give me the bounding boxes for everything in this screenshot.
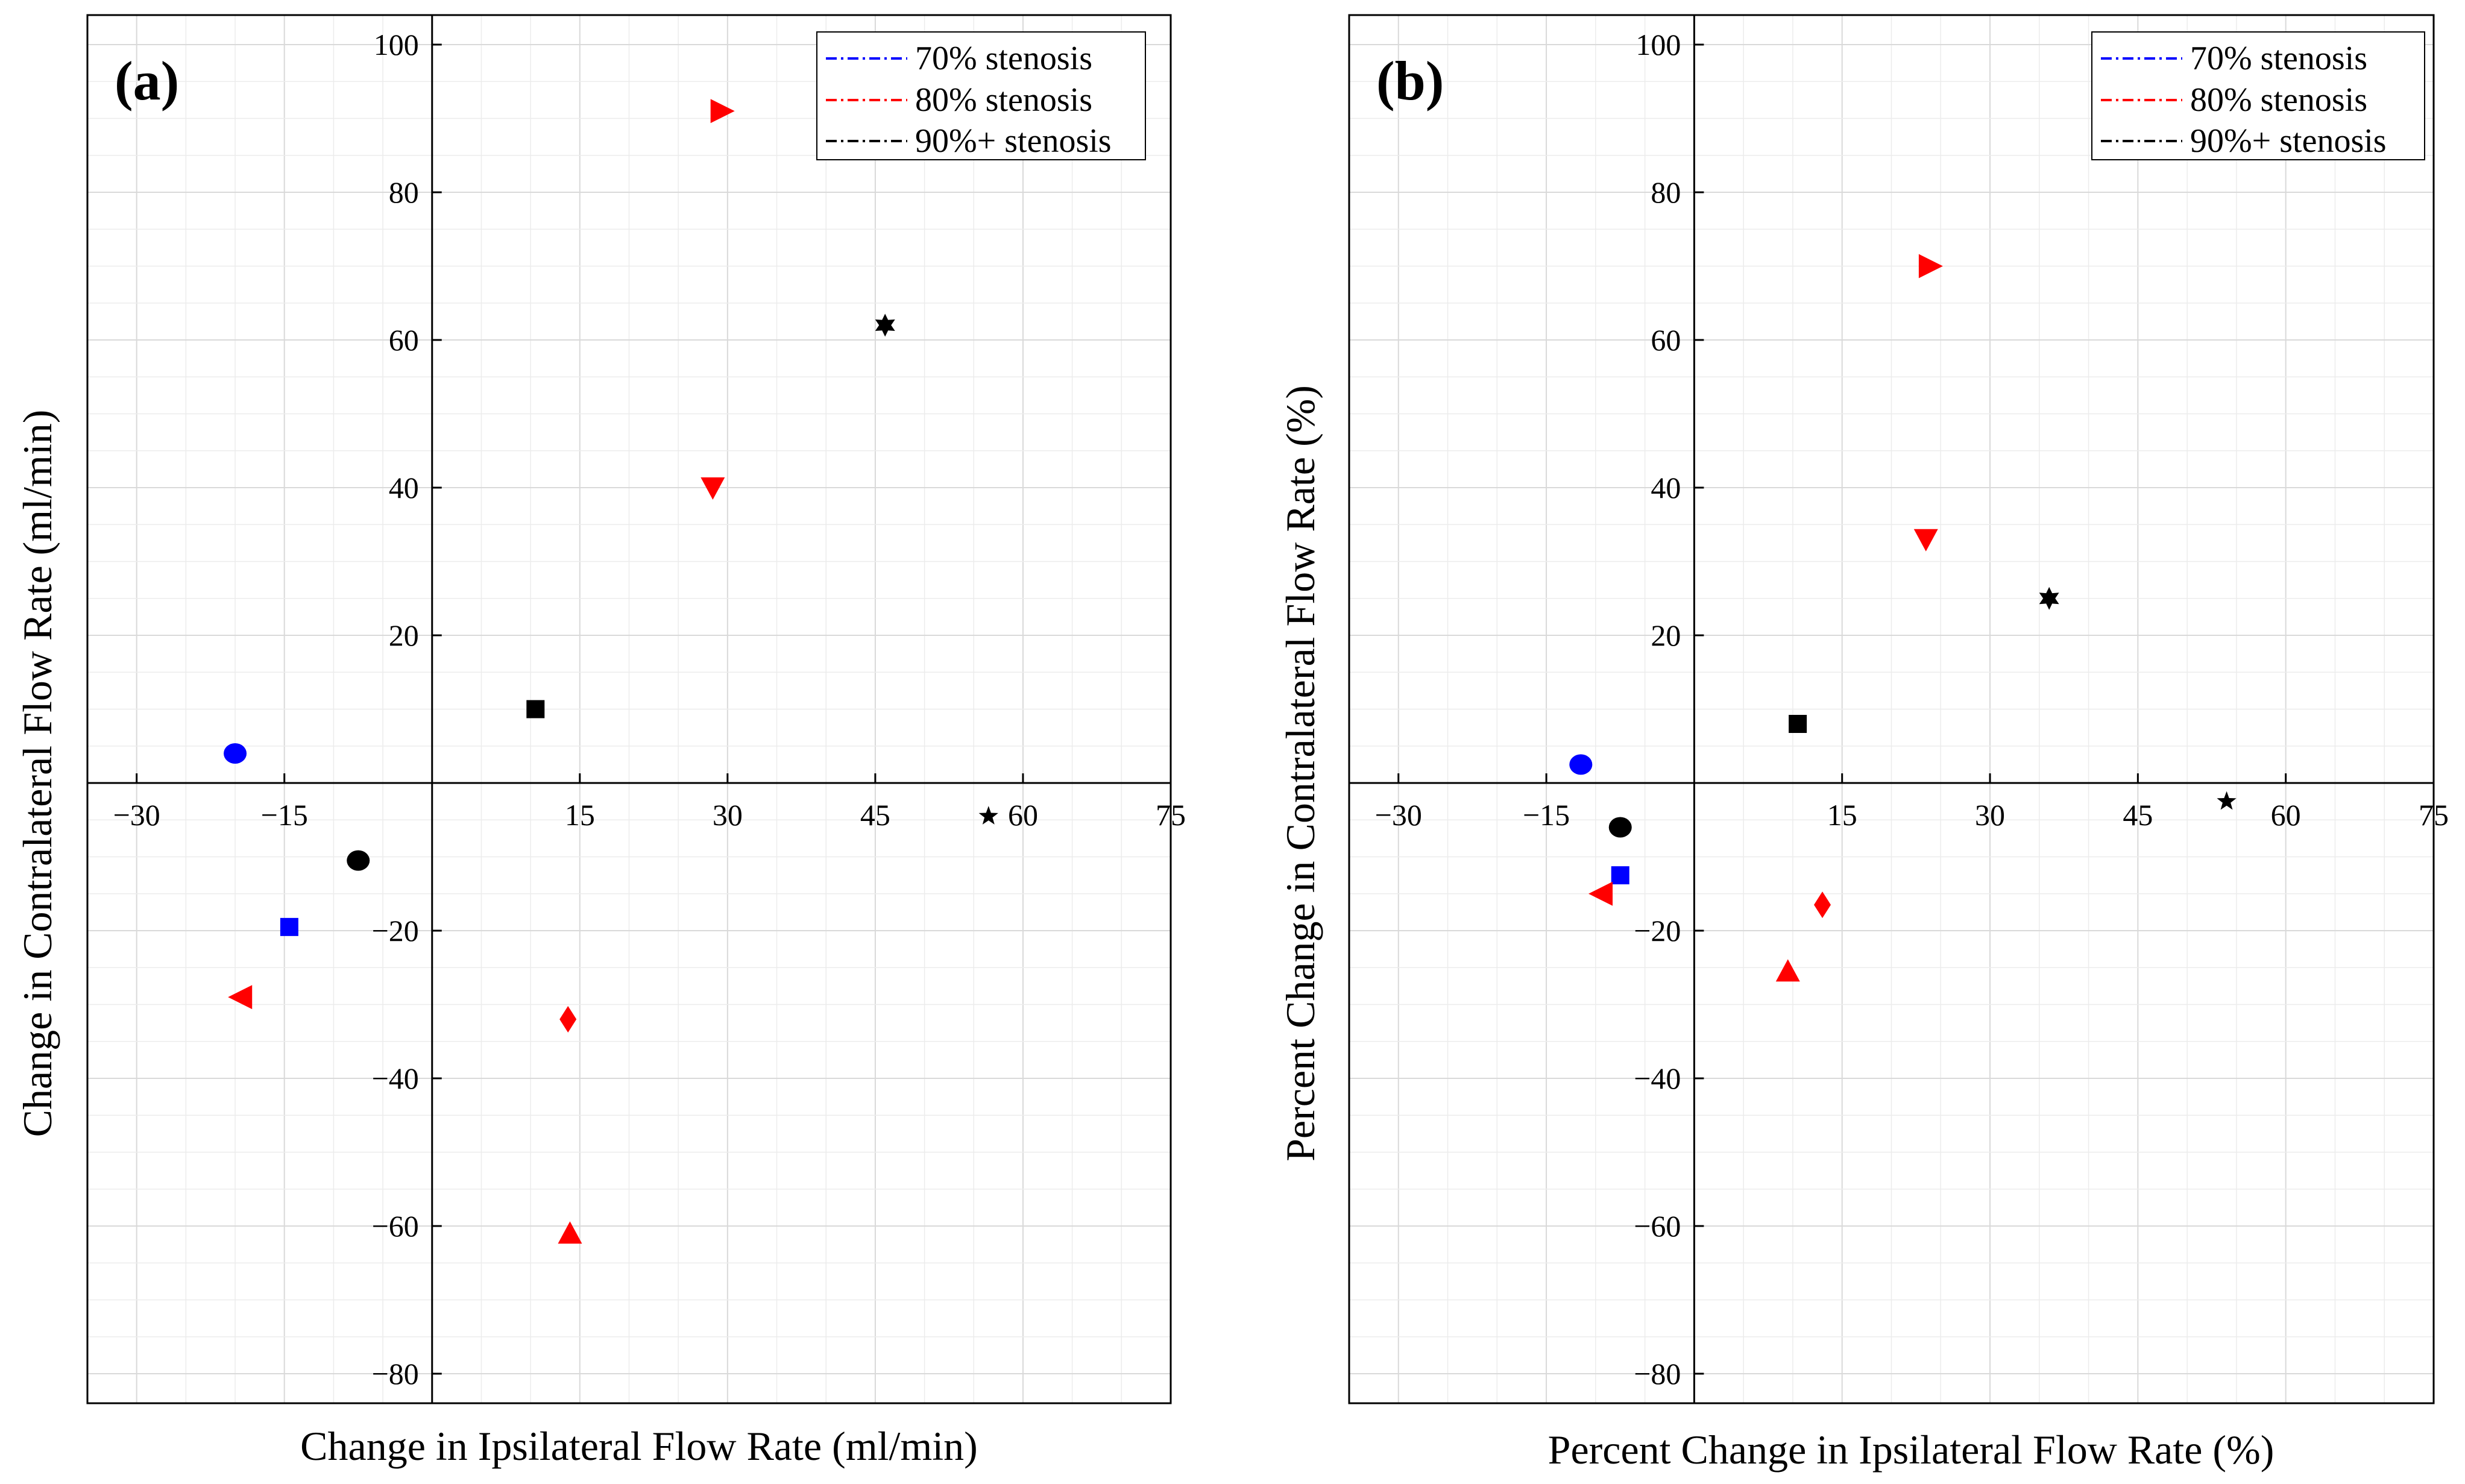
legend-label-70-b: 70% stenosis: [2190, 40, 2367, 77]
panel-a: −30 −15 15 30 45 60 7510080604020−20−40−60−80 …: [14, 14, 1186, 1469]
x-tick-label: 60: [2271, 798, 2301, 832]
x-tick-label: −30: [1375, 798, 1422, 832]
grid-a: [87, 15, 1171, 1403]
y-tick-label: 100: [374, 28, 419, 61]
x-tick-label: −15: [261, 798, 308, 832]
x-tick-label: −15: [1523, 798, 1570, 832]
data-point-a-2-triangle-right: [710, 99, 735, 124]
legend-label-70-a: 70% stenosis: [915, 40, 1092, 77]
legend-label-80-b: 80% stenosis: [2190, 81, 2367, 119]
x-tick-label: 15: [1827, 798, 1857, 832]
plot-frame-a: [86, 14, 1172, 1404]
data-point-a-8-circle: [347, 850, 370, 871]
legend-label-90-a: 90%+ stenosis: [915, 122, 1112, 160]
grid-b: [1349, 15, 2434, 1403]
y-axis-title-a: Change in Contralateral Flow Rate (ml/mi…: [14, 410, 60, 1137]
data-point-b-1-square: [1611, 866, 1629, 885]
legend-a: 70% stenosis 80% stenosis 90%+ stenosis: [816, 31, 1146, 160]
y-tick-label: 100: [1635, 28, 1681, 61]
data-point-b-5-diamond: [1814, 891, 1831, 919]
x-tick-label: 45: [860, 798, 890, 832]
data-point-b-6-triangle-up: [1775, 959, 1800, 982]
data-point-b-9-hexagram: [2039, 586, 2059, 610]
y-tick-label: 80: [1651, 175, 1681, 209]
data-point-b-8-circle: [1608, 817, 1632, 838]
data-point-a-5-diamond: [559, 1006, 577, 1033]
ticks-b: −30 −15 15 30 45 60 75 100 80 60 40 20 −20 −40 −60 −80: [1375, 28, 2449, 1391]
data-point-b-4-triangle-left: [1588, 881, 1613, 906]
y-tick-label: −60: [1634, 1209, 1681, 1243]
data-point-b-0-circle: [1569, 754, 1593, 775]
y-tick-label: 60: [1651, 323, 1681, 357]
y-tick-label: 20: [1651, 618, 1681, 652]
y-tick-label: −80: [1634, 1357, 1681, 1391]
y-tick-label: 40: [1651, 471, 1681, 505]
legend-label-80-a: 80% stenosis: [915, 81, 1092, 119]
x-tick-label: 75: [1156, 798, 1186, 832]
ticks-a: −30 −15 15 30 45 60 75 100 80 60 40 20 −20 −40 −60 −80: [113, 28, 1186, 1391]
panel-label-b: (b): [1376, 50, 1444, 112]
data-point-a-0-circle: [224, 743, 247, 764]
y-tick-label: −80: [372, 1357, 419, 1391]
marks-a: [224, 99, 998, 1244]
x-tick-label: 60: [1008, 798, 1038, 832]
x-tick-label: 30: [1975, 798, 2005, 832]
data-point-a-6-triangle-up: [558, 1221, 582, 1244]
data-point-a-4-triangle-left: [228, 985, 253, 1010]
legend-box-a: [816, 31, 1146, 160]
legend-b: 70% stenosis 80% stenosis 90%+ stenosis: [2091, 31, 2425, 160]
y-tick-label: 60: [389, 323, 419, 357]
y-tick-label: −60: [372, 1209, 419, 1243]
x-tick-label: −30: [113, 798, 160, 832]
x-tick-label: 75: [2419, 798, 2449, 832]
x-axis-title-b: Percent Change in Ipsilateral Flow Rate …: [1548, 1427, 2275, 1473]
data-point-a-9-hexagram: [875, 313, 895, 337]
x-tick-label: 15: [565, 798, 595, 832]
legend-label-90-b: 90%+ stenosis: [2190, 122, 2387, 160]
plot-frame-b: [1348, 14, 2435, 1404]
panel-label-a: (a): [115, 50, 179, 112]
y-tick-label: 20: [389, 618, 419, 652]
data-point-a-7-square: [526, 700, 545, 718]
y-tick-label: −40: [372, 1061, 419, 1095]
y-tick-label: 80: [389, 175, 419, 209]
y-axis-title-b: Percent Change in Contralateral Flow Rat…: [1277, 385, 1323, 1162]
data-point-b-7-square: [1789, 715, 1807, 733]
marks-b: [1569, 254, 2237, 982]
data-point-b-3-triangle-down: [1913, 529, 1938, 552]
y-tick-label: −20: [1634, 914, 1681, 948]
data-point-a-10-star: [978, 806, 998, 825]
data-point-a-1-square: [280, 917, 298, 936]
x-axis-title-a: Change in Ipsilateral Flow Rate (ml/min): [300, 1423, 978, 1469]
panel-b: −30 −15 15 30 45 60 7510080604020−20−40−60−80 …: [1277, 14, 2449, 1473]
y-tick-label: 40: [389, 471, 419, 505]
data-point-a-3-triangle-down: [700, 477, 725, 500]
x-tick-label: 30: [713, 798, 743, 832]
data-point-b-10-star: [2217, 791, 2237, 810]
x-tick-label: 45: [2123, 798, 2153, 832]
legend-box-b: [2091, 31, 2425, 160]
data-point-b-2-triangle-right: [1918, 254, 1943, 278]
y-tick-label: −20: [372, 914, 419, 948]
y-tick-label: −40: [1634, 1061, 1681, 1095]
